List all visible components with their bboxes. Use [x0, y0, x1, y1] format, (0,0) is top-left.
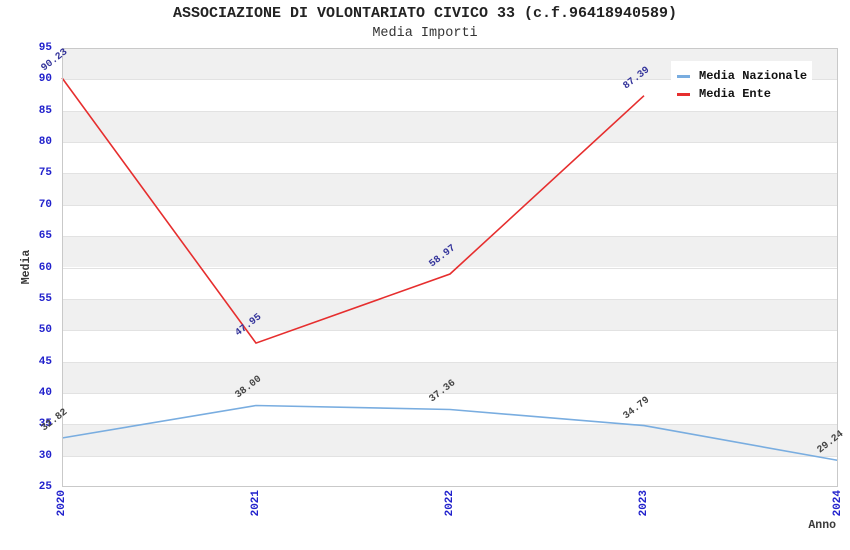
plot-band	[62, 455, 838, 487]
gridline	[62, 173, 838, 175]
gridline	[62, 204, 838, 206]
plot-band	[62, 361, 838, 393]
plot-band	[62, 236, 838, 268]
y-tick-label: 70	[38, 198, 52, 211]
plot-band	[62, 173, 838, 205]
plot-band	[62, 330, 838, 362]
y-tick-label: 80	[38, 136, 52, 149]
x-tick-label: 2020	[56, 490, 68, 517]
y-tick-label: 95	[38, 42, 52, 54]
y-tick-label: 35	[38, 418, 52, 431]
y-tick-label: 65	[38, 230, 52, 243]
y-tick-label: 50	[38, 324, 52, 337]
plot-band	[62, 142, 838, 174]
gridline	[62, 110, 838, 112]
x-axis-title: Anno	[808, 519, 836, 532]
gridline	[62, 298, 838, 300]
y-tick-label: 30	[38, 449, 52, 462]
series-line-media-nazionale	[61, 404, 839, 462]
gridline	[62, 424, 838, 426]
gridline	[62, 236, 838, 238]
gridline	[62, 455, 838, 457]
y-tick-label: 90	[38, 73, 52, 86]
x-tick-label: 2023	[638, 490, 650, 517]
legend-item-media-ente[interactable]: Media Ente	[677, 86, 806, 102]
plot-band	[62, 424, 838, 456]
gridline	[62, 330, 838, 332]
plot-band	[62, 298, 838, 331]
plot-band	[62, 204, 838, 237]
y-tick-label: 55	[38, 292, 52, 305]
series-line-media-ente	[61, 77, 645, 345]
gridline	[62, 267, 838, 269]
plot-band	[62, 392, 838, 425]
legend-label: Media Nazionale	[699, 69, 808, 83]
y-tick-label: 45	[38, 355, 52, 368]
legend-swatch-media-ente-icon	[677, 92, 690, 96]
gridline	[62, 392, 838, 394]
y-tick-label: 40	[38, 386, 52, 399]
legend-item-media-nazionale[interactable]: Media Nazionale	[677, 68, 808, 84]
gridline	[62, 361, 838, 363]
y-tick-label: 75	[38, 167, 52, 180]
plot-area	[62, 48, 838, 487]
y-tick-label: 85	[38, 104, 52, 117]
gridline	[62, 142, 838, 144]
chart-subtitle: Media Importi	[372, 26, 478, 41]
x-tick-label: 2022	[444, 490, 456, 517]
legend-swatch-media-nazionale-icon	[677, 74, 690, 78]
gridline	[62, 79, 838, 81]
plot-band	[62, 267, 838, 299]
legend: Media Nazionale Media Ente	[671, 61, 812, 110]
x-tick-label: 2021	[250, 490, 262, 517]
y-tick-label: 25	[38, 481, 52, 493]
chart-title: ASSOCIAZIONE DI VOLONTARIATO CIVICO 33 (…	[172, 5, 678, 22]
y-axis-title: Media	[20, 249, 33, 285]
legend-label: Media Ente	[699, 87, 772, 101]
y-tick-label: 60	[38, 261, 52, 274]
plot-band	[62, 110, 838, 143]
